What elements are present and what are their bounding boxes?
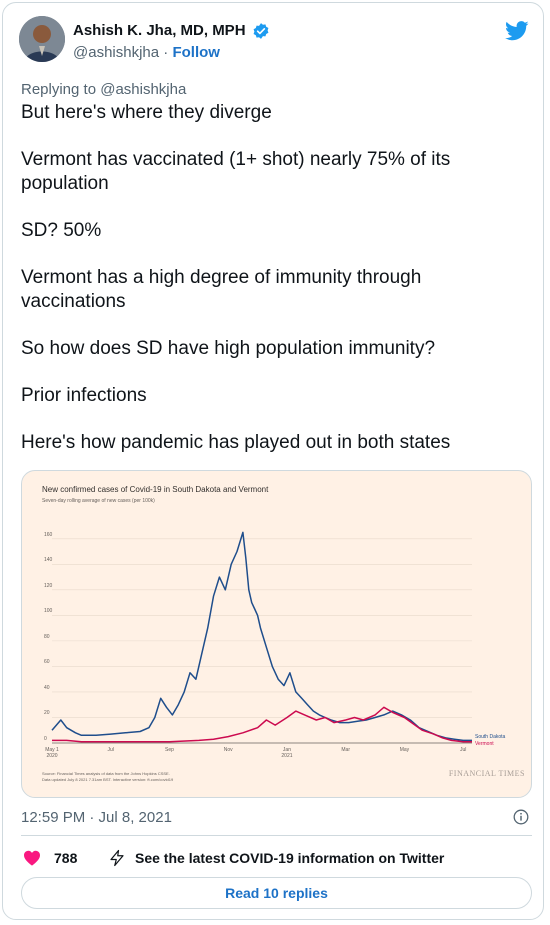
series-line-south-dakota [51, 531, 472, 742]
covid-info-link[interactable]: See the latest COVID-19 information on T… [135, 850, 445, 866]
y-tick-label: 100 [44, 608, 53, 615]
tweet-paragraph: But here's where they diverge [21, 102, 272, 123]
tweet-paragraph: Vermont has a high degree of immunity th… [21, 267, 422, 312]
legend-south-dakota: South Dakota [475, 734, 506, 740]
twitter-bird-icon[interactable] [505, 20, 529, 42]
chart-source: Source: Financial Times analysis of data… [42, 771, 173, 783]
x-tick-label: May [389, 747, 419, 753]
divider [21, 835, 532, 836]
x-tick-month: Jan [282, 747, 291, 753]
verified-badge-icon [253, 23, 269, 39]
chart-image[interactable]: New confirmed cases of Covid-19 in South… [21, 470, 532, 798]
y-tick-label: 60 [44, 659, 50, 666]
tweet-text: But here's where they diverge Vermont ha… [21, 101, 526, 478]
author-handle[interactable]: @ashishkjha [73, 44, 160, 61]
x-tick-year: 2020 [46, 753, 58, 759]
tweet-actions: 788 See the latest COVID-19 information … [23, 848, 528, 868]
author-name[interactable]: Ashish K. Jha, MD, MPH [73, 22, 246, 39]
x-tick-label: Jul [96, 747, 126, 753]
tweet-paragraph: Prior infections [21, 385, 147, 406]
handle-separator: · [163, 44, 169, 61]
y-tick-label: 140 [44, 557, 53, 564]
y-tick-label: 120 [44, 582, 53, 589]
tweet-paragraph: Here's how pandemic has played out in bo… [21, 432, 451, 453]
chart-source-line: Data updated July 8 2021 7.31am BST. Int… [42, 777, 174, 782]
lightning-icon [110, 849, 124, 867]
x-tick-label: Jul [448, 747, 478, 753]
y-tick-label: 20 [44, 710, 50, 717]
tweet-timestamp[interactable]: 12:59 PM · Jul 8, 2021 [21, 809, 172, 826]
x-tick-month: Nov [223, 747, 233, 753]
legend-vermont: Vermont [475, 741, 494, 747]
y-tick-label: 80 [44, 633, 50, 640]
y-tick-label: 160 [44, 531, 53, 538]
avatar-photo [19, 16, 65, 62]
x-tick-label: May 1 2020 [37, 747, 67, 759]
y-tick-label: 0 [44, 736, 47, 742]
tweet-card: Ashish K. Jha, MD, MPH @ashishkjha · Fol… [2, 2, 544, 920]
heart-icon[interactable] [23, 850, 41, 866]
chart-title: New confirmed cases of Covid-19 in South… [42, 485, 269, 494]
chart-source-line: Source: Financial Times analysis of data… [42, 771, 170, 776]
tweet-paragraph: So how does SD have high population immu… [21, 338, 436, 359]
chart-subtitle: Seven-day rolling average of new cases (… [42, 498, 155, 504]
series-line-vermont [52, 706, 472, 743]
x-tick-month: Mar [341, 747, 351, 753]
author-handle-line: @ashishkjha · Follow [73, 44, 220, 61]
x-tick-year: 2021 [281, 753, 293, 759]
y-tick-label: 40 [44, 684, 50, 691]
x-tick-label: Mar [331, 747, 361, 753]
x-tick-label: Jan 2021 [272, 747, 302, 759]
info-icon[interactable] [513, 809, 529, 825]
tweet-paragraph: Vermont has vaccinated (1+ shot) nearly … [21, 149, 451, 194]
follow-button[interactable]: Follow [172, 44, 220, 61]
tweet-header: Ashish K. Jha, MD, MPH @ashishkjha · Fol… [19, 16, 529, 66]
chart-brand: FINANCIAL TIMES [448, 769, 525, 778]
x-tick-month: Jul [107, 747, 114, 753]
read-replies-button[interactable]: Read 10 replies [21, 877, 532, 909]
x-tick-label: Nov [213, 747, 243, 753]
like-count[interactable]: 788 [54, 850, 78, 866]
avatar[interactable] [19, 16, 65, 62]
x-tick-month: Sep [165, 747, 174, 753]
x-tick-month: May 1 [45, 747, 59, 753]
x-tick-month: Jul [459, 747, 467, 753]
replying-to[interactable]: Replying to @ashishkjha [21, 81, 187, 98]
x-tick-label: Sep [154, 747, 184, 753]
chart-plot [51, 531, 472, 744]
x-tick-month: May [399, 747, 410, 753]
tweet-paragraph: SD? 50% [21, 220, 102, 241]
